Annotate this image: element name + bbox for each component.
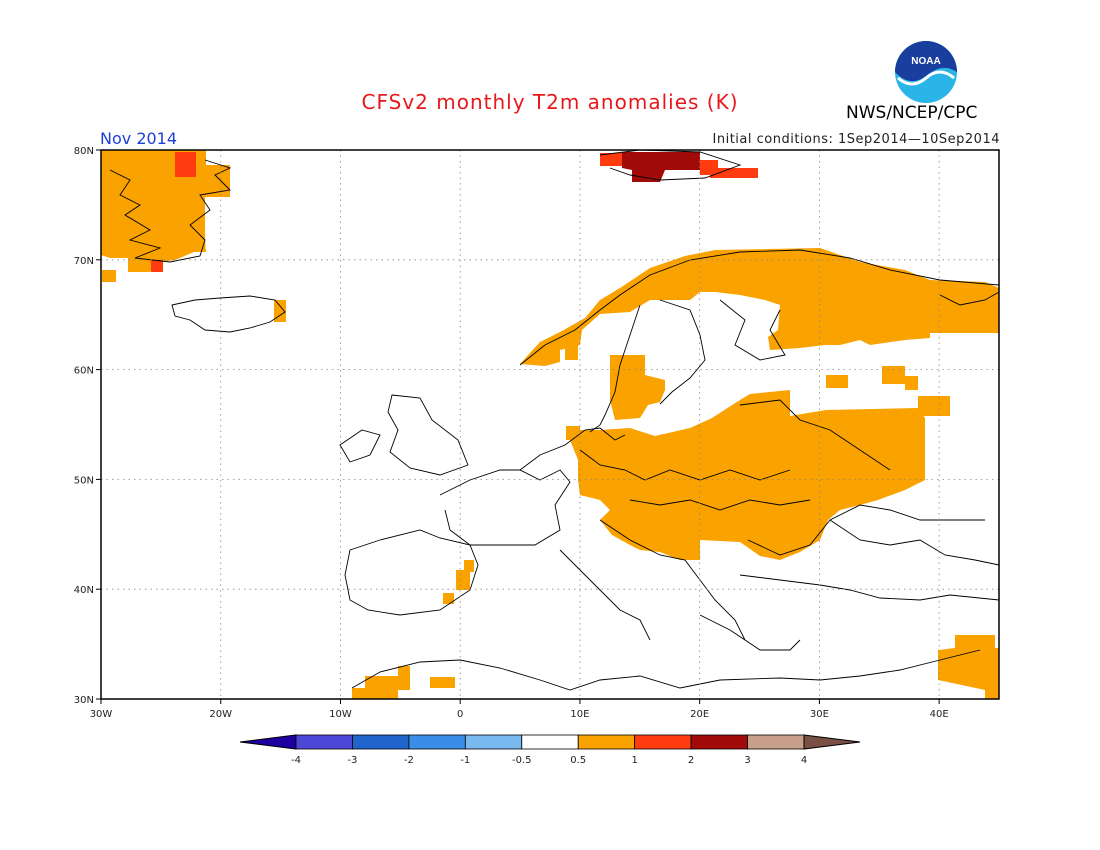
anomaly-cell-red [151, 260, 163, 272]
lon-label: 20W [209, 709, 232, 720]
coastline-segment [739, 399, 891, 471]
coastline-segment [559, 549, 651, 641]
anomaly-cell-orange [882, 366, 905, 384]
lon-label: 10W [329, 709, 352, 720]
anomaly-cell-orange [443, 593, 454, 604]
anomaly-cell-orange [101, 150, 230, 272]
coastline-segment [939, 291, 1000, 306]
coastline-segment [519, 427, 626, 471]
coastline-segment [579, 449, 791, 481]
colorbar-arrow-high [803, 734, 861, 750]
anomaly-cell-orange [456, 570, 470, 590]
initial-conditions: Initial conditions: 1Sep2014—10Sep2014 [712, 132, 1000, 147]
anomaly-cell-red [710, 168, 758, 178]
lat-label: 70N [74, 256, 94, 267]
colorbar-swatch [634, 734, 692, 750]
anomaly-cell-orange [430, 677, 455, 688]
colorbar-swatch [747, 734, 805, 750]
coastline-segment [747, 504, 985, 556]
coastline-segment [171, 295, 286, 333]
colorbar-label: -3 [347, 755, 357, 766]
coastline-segment [589, 304, 641, 433]
coastline-segment [659, 299, 706, 405]
colorbar-swatch [521, 734, 579, 750]
agency-label: NWS/NCEP/CPC [846, 103, 978, 123]
coastline-segment [439, 469, 571, 546]
lat-label: 30N [74, 695, 94, 706]
anomaly-cell-orange [610, 355, 665, 420]
coastline-segment [339, 429, 381, 463]
anomaly-cell-orange [464, 560, 474, 572]
anomaly-cell-red [175, 152, 196, 177]
colorbar-label: 0.5 [570, 755, 586, 766]
coastline-segment [699, 614, 801, 651]
colorbar-label: 1 [631, 755, 637, 766]
colorbar-label: 2 [688, 755, 694, 766]
coastline-segment [829, 519, 1000, 566]
colorbar-label: 4 [801, 755, 807, 766]
anomaly-cell-orange [102, 270, 116, 282]
colorbar-label: -2 [404, 755, 414, 766]
lat-label: 80N [74, 146, 94, 157]
anomaly-cell-orange [938, 635, 999, 699]
lon-label: 40E [930, 709, 949, 720]
colorbar-swatch [464, 734, 523, 750]
logo-text: NOAA [911, 56, 940, 67]
anomaly-cell-orange [918, 396, 950, 416]
anomaly-cell-orange [352, 666, 410, 699]
colorbar: -4 -3 -2 -1 -0.5 0.5 1 2 3 4 [239, 734, 861, 766]
coastline-segment [629, 499, 811, 511]
anomaly-cell-orange [905, 376, 918, 390]
coastline-segment [344, 529, 479, 616]
coastline-segment [719, 299, 786, 361]
noaa-logo: NOAA [895, 41, 957, 103]
colorbar-label: -4 [291, 755, 301, 766]
coastline-segment [351, 649, 981, 691]
anomaly-cell-red [600, 153, 622, 166]
lon-label: 10E [570, 709, 589, 720]
lat-label: 50N [74, 475, 94, 486]
lon-label: 30E [810, 709, 829, 720]
anomaly-cell-orange [565, 340, 578, 360]
lat-label: 60N [74, 366, 94, 377]
lon-label: 0 [457, 709, 463, 720]
coastline-segment [739, 574, 1000, 601]
colorbar-label: 3 [744, 755, 750, 766]
axis-ticks: 80N 70N 60N 50N 40N 30N 30W 20W 10W 0 10E 20E 30E 40E [74, 146, 949, 720]
coastline-segment [599, 519, 746, 641]
anomaly-cell-orange [520, 248, 999, 366]
forecast-period: Nov 2014 [100, 129, 178, 148]
colorbar-arrow-low [239, 734, 297, 750]
coastline-segment [109, 159, 232, 263]
anomaly-cell-dark_red [622, 152, 700, 182]
map-frame [100, 149, 1000, 700]
colorbar-label: -0.5 [512, 755, 532, 766]
lon-label: 30W [90, 709, 113, 720]
anomaly-cell-orange [826, 375, 848, 388]
colorbar-swatch [577, 734, 636, 750]
colorbar-label: -1 [460, 755, 470, 766]
map-title: CFSv2 monthly T2m anomalies (K) [361, 90, 739, 114]
colorbar-swatch [352, 734, 410, 750]
colorbar-swatch [295, 734, 353, 750]
colorbar-swatch [690, 734, 748, 750]
anomaly-shading [101, 150, 999, 699]
coastline-segment [387, 394, 469, 476]
colorbar-swatch [408, 734, 466, 750]
anomaly-cell-orange [570, 390, 925, 560]
anomaly-cell-orange [566, 426, 580, 440]
lat-label: 40N [74, 585, 94, 596]
anomaly-cell-orange [274, 300, 286, 322]
lon-label: 20E [690, 709, 709, 720]
graticule [101, 150, 999, 699]
